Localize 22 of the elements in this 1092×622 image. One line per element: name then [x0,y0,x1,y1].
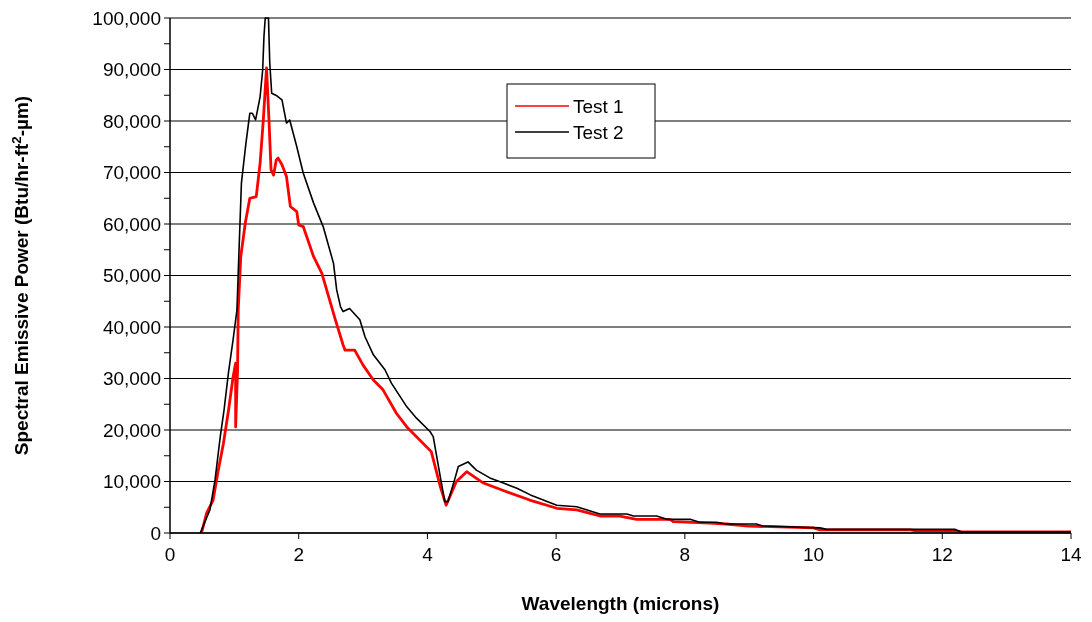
y-tick-label: 50,000 [102,265,161,287]
x-axis-title: Wavelength (microns) [521,593,720,614]
y-tick-label: 30,000 [102,368,161,390]
y-tick-label: 90,000 [102,59,161,81]
x-tick-label: 4 [422,544,434,565]
y-tick-label: 70,000 [102,162,161,184]
x-tick-label: 8 [679,544,691,565]
y-tick-label: 100,000 [92,7,161,29]
x-tick-label: 10 [803,544,825,565]
x-tick-label: 12 [931,544,953,565]
y-tick-label: 60,000 [102,213,161,235]
y-tick-label: 0 [150,522,161,544]
x-tick-label: 6 [550,544,562,565]
legend-label: Test 1 [573,95,624,117]
x-tick-label: 0 [164,544,176,565]
y-tick-label: 80,000 [102,110,161,132]
y-tick-label: 10,000 [102,471,161,493]
y-tick-label: 20,000 [102,419,161,441]
x-tick-label: 14 [1060,544,1082,565]
x-tick-label: 2 [293,544,304,565]
legend-label: Test 2 [573,121,624,143]
y-tick-label: 40,000 [102,316,161,338]
